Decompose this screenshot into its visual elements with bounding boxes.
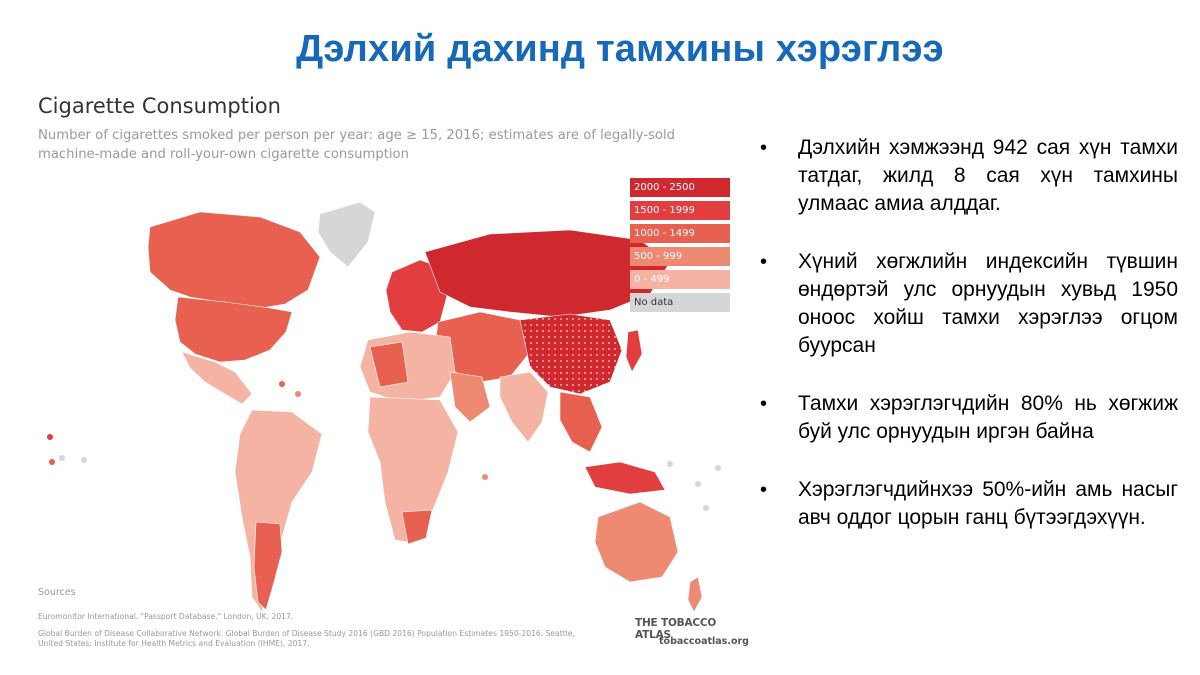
sources-text: Euromonitor International. "Passport Dat… (38, 612, 598, 650)
legend-item-1500-1999: 1500 - 1999 (630, 201, 730, 220)
mexico (181, 351, 253, 405)
sources-label: Sources (38, 587, 76, 598)
arabia (449, 371, 491, 423)
south-america (234, 409, 323, 613)
south-asia (499, 371, 549, 443)
japan (625, 329, 643, 373)
south-africa (401, 509, 433, 545)
slide-title: Дэлхий дахинд тамхины хэрэглээ (296, 28, 944, 70)
bullet-icon: • (760, 251, 768, 273)
legend-item-2000-2500: 2000 - 2500 (630, 178, 730, 197)
bullet-icon: • (760, 137, 768, 159)
world-map (47, 201, 721, 613)
map-legend: 2000 - 2500 1500 - 1999 1000 - 1499 500 … (630, 178, 730, 316)
bullet-icon: • (760, 479, 768, 501)
bullet-text: Хэрэглэгчдийнхээ 50%-ийн амь насыг авч о… (798, 478, 1178, 529)
chart-subtitle: Number of cigarettes smoked per person p… (38, 128, 675, 162)
legend-item-500-999: 500 - 999 (630, 247, 730, 266)
chart-title: Cigarette Consumption (38, 94, 281, 118)
legend-item-1000-1499: 1000 - 1499 (630, 224, 730, 243)
source-entry: Euromonitor International. "Passport Dat… (38, 612, 294, 621)
north-africa (359, 331, 456, 403)
algeria (369, 341, 409, 388)
southeast-asia (559, 391, 603, 453)
canada (147, 211, 321, 311)
source-entry: Global Burden of Disease Collaborative N… (38, 628, 575, 649)
bullet-text: Тамхи хэрэглэгчдийн 80% нь хөгжиж буй ул… (798, 392, 1178, 443)
tobacco-atlas-logo: THE TOBACCO ATLAS (635, 617, 717, 641)
new-zealand (687, 576, 703, 613)
list-item: • Хүний хөгжлийн индексийн түвшин өндөрт… (758, 248, 1178, 360)
list-item: • Тамхи хэрэглэгчдийн 80% нь хөгжиж буй … (758, 390, 1178, 446)
list-item: • Дэлхийн хэмжээнд 942 сая хүн тамхи тат… (758, 134, 1178, 218)
argentina (253, 521, 283, 611)
tobacco-atlas-url: tobaccoatlas.org (659, 636, 749, 647)
australia (594, 501, 679, 583)
list-item: • Хэрэглэгчдийнхээ 50%-ийн амь насыг авч… (758, 476, 1178, 532)
bullet-text: Хүний хөгжлийн индексийн түвшин өндөртэй… (798, 250, 1178, 357)
bullet-text: Дэлхийн хэмжээнд 942 сая хүн тамхи татда… (798, 136, 1178, 215)
usa (174, 296, 293, 363)
legend-item-0-499: 0 - 499 (630, 270, 730, 289)
bullet-icon: • (760, 393, 768, 415)
greenland (317, 201, 376, 268)
map-panel: Cigarette Consumption Number of cigarett… (30, 92, 749, 657)
legend-item-no-data: No data (630, 293, 730, 312)
bullet-list: • Дэлхийн хэмжээнд 942 сая хүн тамхи тат… (758, 134, 1178, 562)
indonesia (584, 461, 666, 495)
